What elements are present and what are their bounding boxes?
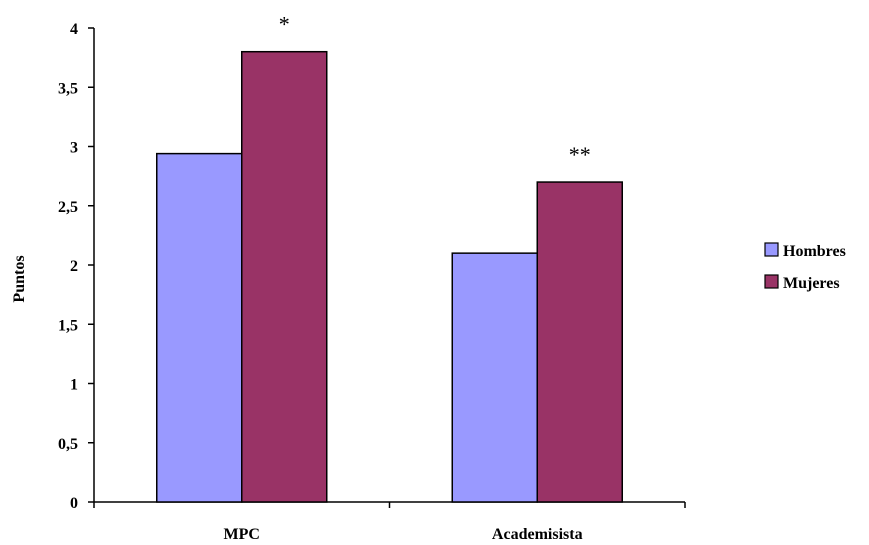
bar-hombres-mpc bbox=[156, 152, 243, 503]
annotations: *** bbox=[279, 12, 591, 167]
y-tick-label: 0,5 bbox=[58, 436, 78, 453]
legend-swatch bbox=[764, 274, 779, 289]
y-tick-label: 2 bbox=[70, 258, 78, 275]
legend-label: Mujeres bbox=[783, 275, 840, 292]
y-tick-label: 1 bbox=[70, 377, 78, 394]
bar-hombres-academisista bbox=[451, 252, 538, 503]
y-tick-label: 2,5 bbox=[58, 199, 78, 216]
bars bbox=[156, 50, 623, 503]
y-tick-label: 0 bbox=[70, 495, 78, 512]
y-tick-label: 3,5 bbox=[58, 80, 78, 97]
bar-mujeres-academisista bbox=[536, 181, 623, 503]
bar-mujeres-mpc bbox=[241, 50, 328, 503]
x-axis: MPC Academisista bbox=[93, 501, 686, 543]
y-axis: 0 0,5 1 1,5 2 2,5 3 3,5 4 bbox=[58, 21, 95, 512]
legend-swatch bbox=[764, 242, 779, 257]
y-tick-label: 4 bbox=[70, 21, 78, 38]
x-category-label: Academisista bbox=[492, 526, 583, 543]
x-category-label: MPC bbox=[224, 526, 260, 543]
significance-marker: ** bbox=[569, 142, 591, 167]
legend-label: Hombres bbox=[783, 243, 846, 260]
y-tick-label: 1,5 bbox=[58, 317, 78, 334]
y-tick-label: 3 bbox=[70, 140, 78, 157]
legend: Hombres Mujeres bbox=[764, 242, 846, 292]
y-axis-title: Puntos bbox=[11, 255, 28, 302]
significance-marker: * bbox=[279, 12, 290, 37]
